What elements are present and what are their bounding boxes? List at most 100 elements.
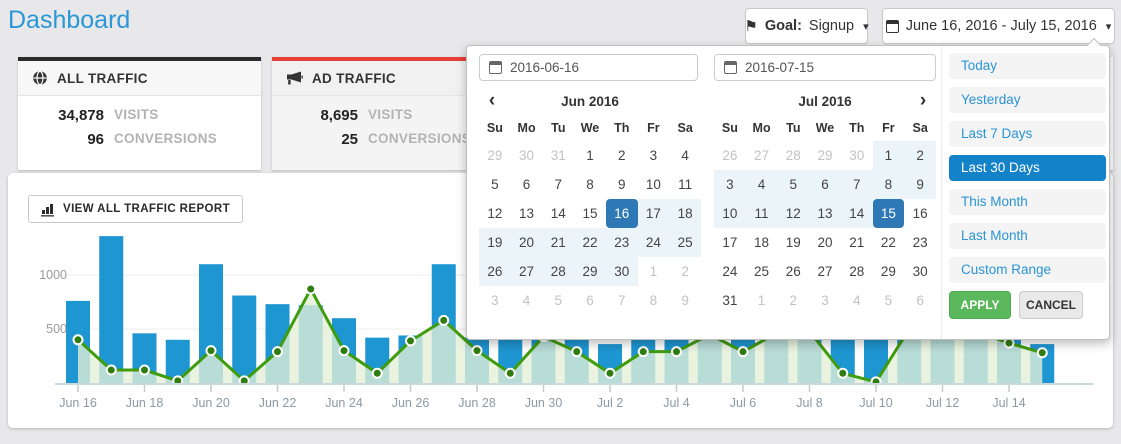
calendar-day[interactable]: 4: [852, 293, 861, 308]
calendar-day[interactable]: 5: [491, 177, 499, 192]
calendar-day[interactable]: 13: [519, 206, 535, 221]
preset-item[interactable]: Yesterday: [949, 87, 1106, 113]
calendar-day[interactable]: 27: [754, 148, 770, 163]
calendar-day[interactable]: 19: [785, 235, 801, 250]
calendar-day[interactable]: 29: [574, 257, 606, 286]
calendar-day[interactable]: 13: [809, 199, 841, 228]
calendar-day[interactable]: 14: [840, 199, 873, 228]
calendar-day[interactable]: 27: [817, 264, 833, 279]
calendar-day[interactable]: 1: [872, 141, 905, 170]
calendar-day[interactable]: 11: [678, 177, 693, 192]
calendar-day[interactable]: 21: [542, 228, 575, 257]
calendar-day[interactable]: 1: [649, 264, 658, 279]
calendar-day[interactable]: 24: [722, 264, 738, 279]
calendar-day[interactable]: 9: [904, 170, 936, 199]
calendar-day[interactable]: 6: [586, 293, 594, 308]
calendar-day[interactable]: 4: [681, 148, 689, 163]
calendar-day[interactable]: 17: [722, 235, 738, 250]
calendar-day[interactable]: 4: [745, 170, 778, 199]
calendar-day[interactable]: 1: [757, 293, 766, 308]
calendar-day[interactable]: 18: [754, 235, 770, 250]
calendar-day[interactable]: 9: [681, 293, 689, 308]
calendar-day[interactable]: 1: [586, 148, 594, 163]
calendar-day[interactable]: 2: [789, 293, 798, 308]
calendar-day[interactable]: 30: [849, 148, 865, 163]
calendar-day[interactable]: 26: [785, 264, 801, 279]
apply-button[interactable]: APPLY: [949, 291, 1011, 319]
calendar-day[interactable]: 17: [637, 199, 670, 228]
calendar-day[interactable]: 30: [605, 257, 638, 286]
calendar-day[interactable]: 30: [519, 148, 535, 163]
calendar-day[interactable]: 4: [522, 293, 531, 308]
calendar-day[interactable]: 12: [777, 199, 810, 228]
calendar-day[interactable]: 2: [617, 148, 626, 163]
goal-selector-button[interactable]: ⚑ Goal: Signup ▾: [744, 8, 869, 44]
calendar-day[interactable]: 20: [817, 235, 833, 250]
calendar-day[interactable]: 3: [714, 170, 746, 199]
calendar-day[interactable]: 5: [884, 293, 893, 308]
calendar-day[interactable]: 7: [840, 170, 873, 199]
calendar-day[interactable]: 14: [550, 206, 566, 221]
calendar-day[interactable]: 8: [649, 293, 658, 308]
all-traffic-card[interactable]: ALL TRAFFIC 34,878 VISITS 96 CONVERSIONS: [18, 57, 261, 170]
calendar-day[interactable]: 28: [785, 148, 801, 163]
calendar-day[interactable]: 15: [582, 206, 598, 221]
next-month-icon[interactable]: ›: [919, 90, 927, 111]
calendar-day[interactable]: 30: [912, 264, 928, 279]
calendar-day[interactable]: 9: [617, 177, 626, 192]
calendar-day[interactable]: 26: [479, 257, 511, 286]
calendar-day[interactable]: 8: [586, 177, 594, 192]
calendar-day[interactable]: 29: [487, 148, 503, 163]
calendar-day[interactable]: 10: [714, 199, 746, 228]
calendar-day[interactable]: 11: [745, 199, 778, 228]
preset-item[interactable]: Custom Range: [949, 257, 1106, 283]
calendar-day[interactable]: 22: [574, 228, 606, 257]
view-all-traffic-report-button[interactable]: VIEW ALL TRAFFIC REPORT: [28, 195, 243, 223]
calendar-day[interactable]: 18: [669, 199, 701, 228]
calendar-day[interactable]: 24: [637, 228, 670, 257]
cancel-button[interactable]: CANCEL: [1019, 291, 1083, 319]
calendar-day[interactable]: 29: [817, 148, 833, 163]
calendar-day[interactable]: 25: [754, 264, 770, 279]
calendar-day[interactable]: 21: [849, 235, 865, 250]
start-date-input[interactable]: 2016-06-16: [479, 54, 698, 81]
calendar-day[interactable]: 5: [777, 170, 810, 199]
calendar-day[interactable]: 3: [821, 293, 829, 308]
calendar-day[interactable]: 7: [554, 177, 563, 192]
calendar-day[interactable]: 23: [605, 228, 638, 257]
calendar-day[interactable]: 28: [849, 264, 865, 279]
calendar-day[interactable]: 25: [669, 228, 701, 257]
calendar-day[interactable]: 8: [872, 170, 905, 199]
end-date-input[interactable]: 2016-07-15: [714, 54, 936, 81]
calendar-day[interactable]: 29: [880, 264, 896, 279]
preset-item[interactable]: Last 30 Days: [949, 155, 1106, 181]
calendar-day[interactable]: 3: [491, 293, 499, 308]
calendar-day-selected[interactable]: 16: [605, 199, 638, 228]
calendar-day-selected[interactable]: 15: [872, 199, 905, 228]
preset-item[interactable]: Today: [949, 53, 1106, 79]
preset-item[interactable]: This Month: [949, 189, 1106, 215]
preset-item[interactable]: Last Month: [949, 223, 1106, 249]
calendar-day[interactable]: 12: [487, 206, 503, 221]
calendar-day[interactable]: 23: [912, 235, 928, 250]
calendar-day[interactable]: 26: [722, 148, 738, 163]
date-range-button[interactable]: June 16, 2016 - July 15, 2016 ▾: [882, 8, 1115, 44]
calendar-day[interactable]: 19: [479, 228, 511, 257]
calendar-day[interactable]: 5: [554, 293, 563, 308]
calendar-day[interactable]: 6: [809, 170, 841, 199]
calendar-day[interactable]: 22: [880, 235, 896, 250]
calendar-day[interactable]: 6: [522, 177, 531, 192]
calendar-day[interactable]: 27: [510, 257, 543, 286]
preset-item[interactable]: Last 7 Days: [949, 121, 1106, 147]
calendar-day[interactable]: 31: [550, 148, 566, 163]
calendar-day[interactable]: 6: [916, 293, 924, 308]
calendar-day[interactable]: 16: [912, 206, 928, 221]
calendar-day[interactable]: 3: [649, 148, 658, 163]
calendar-day[interactable]: 31: [722, 293, 738, 308]
calendar-day[interactable]: 10: [645, 177, 661, 192]
calendar-day[interactable]: 28: [542, 257, 575, 286]
prev-month-icon[interactable]: ‹: [488, 90, 496, 111]
calendar-day[interactable]: 7: [617, 293, 626, 308]
calendar-day[interactable]: 2: [681, 264, 689, 279]
calendar-day[interactable]: 2: [904, 141, 936, 170]
